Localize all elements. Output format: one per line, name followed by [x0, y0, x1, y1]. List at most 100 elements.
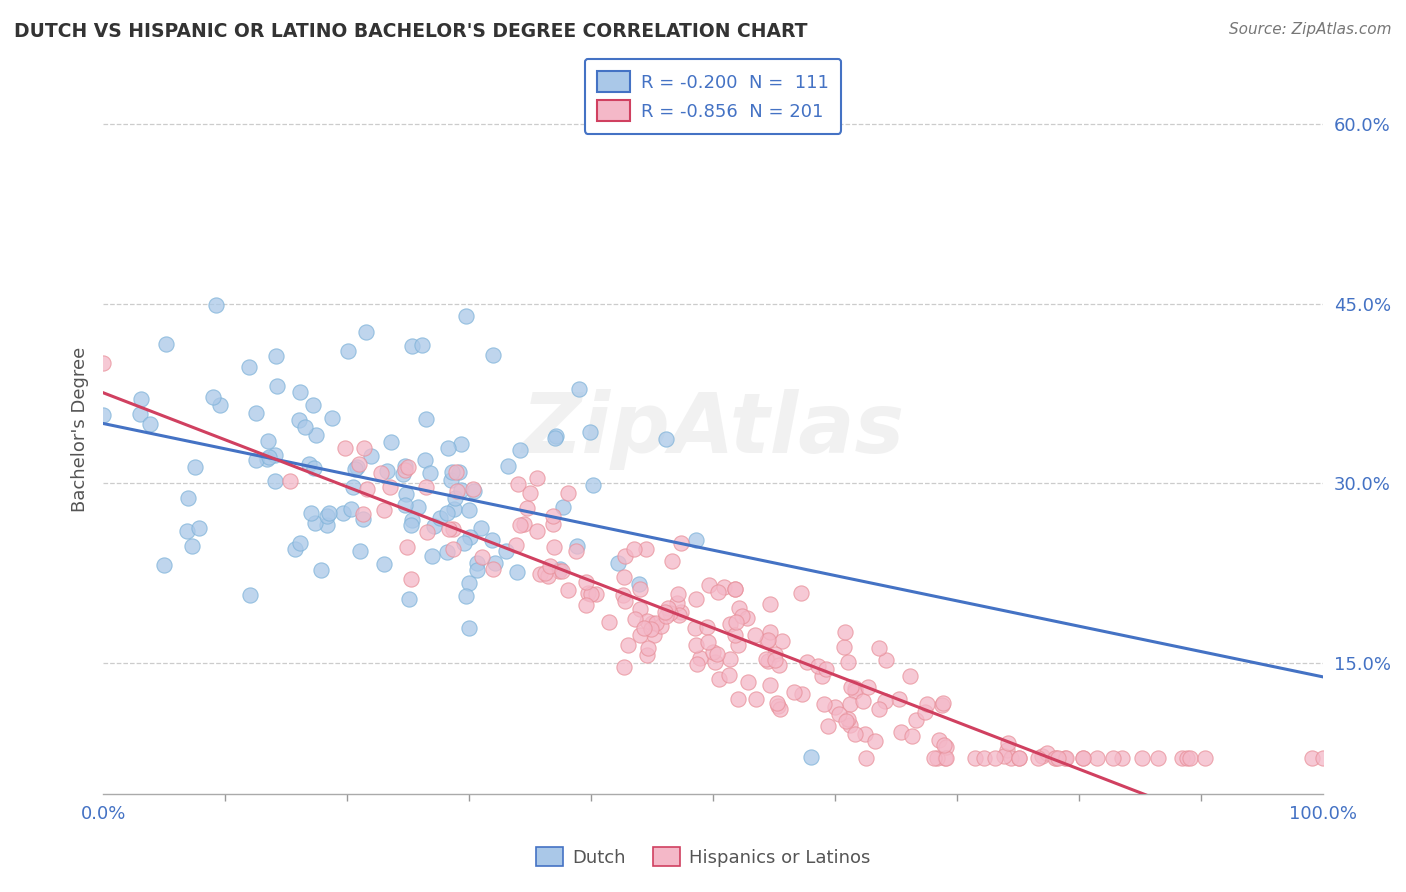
Point [516, 500, 538, 515]
Point [544, 429, 567, 443]
Point [342, 480, 364, 494]
Point [744, 691, 766, 706]
Point [440, 473, 463, 487]
Point [727, 638, 749, 652]
Point [441, 542, 464, 557]
Point [901, 730, 924, 744]
Point [634, 542, 657, 557]
Point [1085, 751, 1108, 765]
Point [422, 519, 444, 533]
Point [208, 398, 231, 412]
Point [394, 459, 416, 474]
Point [934, 751, 956, 765]
Point [790, 586, 813, 600]
Point [824, 700, 846, 714]
Legend: Dutch, Hispanics or Latinos: Dutch, Hispanics or Latinos [529, 840, 877, 874]
Point [727, 601, 749, 615]
Point [624, 612, 647, 626]
Point [1147, 751, 1170, 765]
Point [177, 491, 200, 505]
Point [419, 466, 441, 480]
Point [668, 608, 690, 623]
Point [352, 512, 374, 526]
Point [288, 385, 311, 400]
Point [1031, 748, 1053, 763]
Point [302, 461, 325, 475]
Point [533, 566, 555, 580]
Point [495, 544, 517, 558]
Point [1026, 751, 1049, 765]
Point [398, 591, 420, 606]
Point [436, 545, 458, 559]
Point [578, 425, 600, 439]
Point [264, 349, 287, 363]
Point [456, 310, 478, 324]
Point [932, 738, 955, 752]
Point [257, 450, 280, 465]
Point [294, 419, 316, 434]
Point [1036, 747, 1059, 761]
Point [718, 651, 741, 665]
Point [437, 522, 460, 536]
Point [394, 498, 416, 512]
Point [607, 556, 630, 570]
Point [529, 567, 551, 582]
Point [935, 751, 957, 765]
Point [755, 634, 778, 648]
Point [796, 655, 818, 669]
Point [513, 516, 536, 531]
Point [352, 507, 374, 521]
Point [613, 570, 636, 584]
Point [834, 624, 856, 639]
Point [505, 538, 527, 552]
Point [731, 608, 754, 623]
Point [346, 460, 368, 475]
Point [1071, 751, 1094, 765]
Point [689, 651, 711, 665]
Point [655, 608, 678, 623]
Point [375, 464, 398, 478]
Point [727, 692, 749, 706]
Point [696, 635, 718, 649]
Point [551, 565, 574, 579]
Point [654, 605, 676, 619]
Point [575, 598, 598, 612]
Point [628, 577, 651, 591]
Point [245, 452, 267, 467]
Point [408, 500, 430, 514]
Point [706, 647, 728, 661]
Point [458, 529, 481, 543]
Point [378, 480, 401, 494]
Point [288, 536, 311, 550]
Point [437, 441, 460, 455]
Point [585, 587, 607, 601]
Point [832, 640, 855, 654]
Point [395, 487, 418, 501]
Point [305, 428, 328, 442]
Point [315, 508, 337, 523]
Point [844, 726, 866, 740]
Point [737, 674, 759, 689]
Point [344, 462, 367, 476]
Point [1047, 751, 1070, 765]
Point [394, 463, 416, 477]
Point [1175, 751, 1198, 765]
Point [661, 553, 683, 567]
Point [997, 736, 1019, 750]
Point [685, 592, 707, 607]
Point [245, 406, 267, 420]
Point [735, 611, 758, 625]
Point [496, 458, 519, 473]
Point [256, 434, 278, 449]
Point [718, 616, 741, 631]
Point [852, 694, 875, 708]
Point [91, 408, 114, 422]
Point [458, 621, 481, 635]
Point [453, 536, 475, 550]
Point [543, 540, 565, 554]
Point [280, 475, 302, 489]
Text: Source: ZipAtlas.com: Source: ZipAtlas.com [1229, 22, 1392, 37]
Point [935, 740, 957, 755]
Point [811, 668, 834, 682]
Point [582, 477, 605, 491]
